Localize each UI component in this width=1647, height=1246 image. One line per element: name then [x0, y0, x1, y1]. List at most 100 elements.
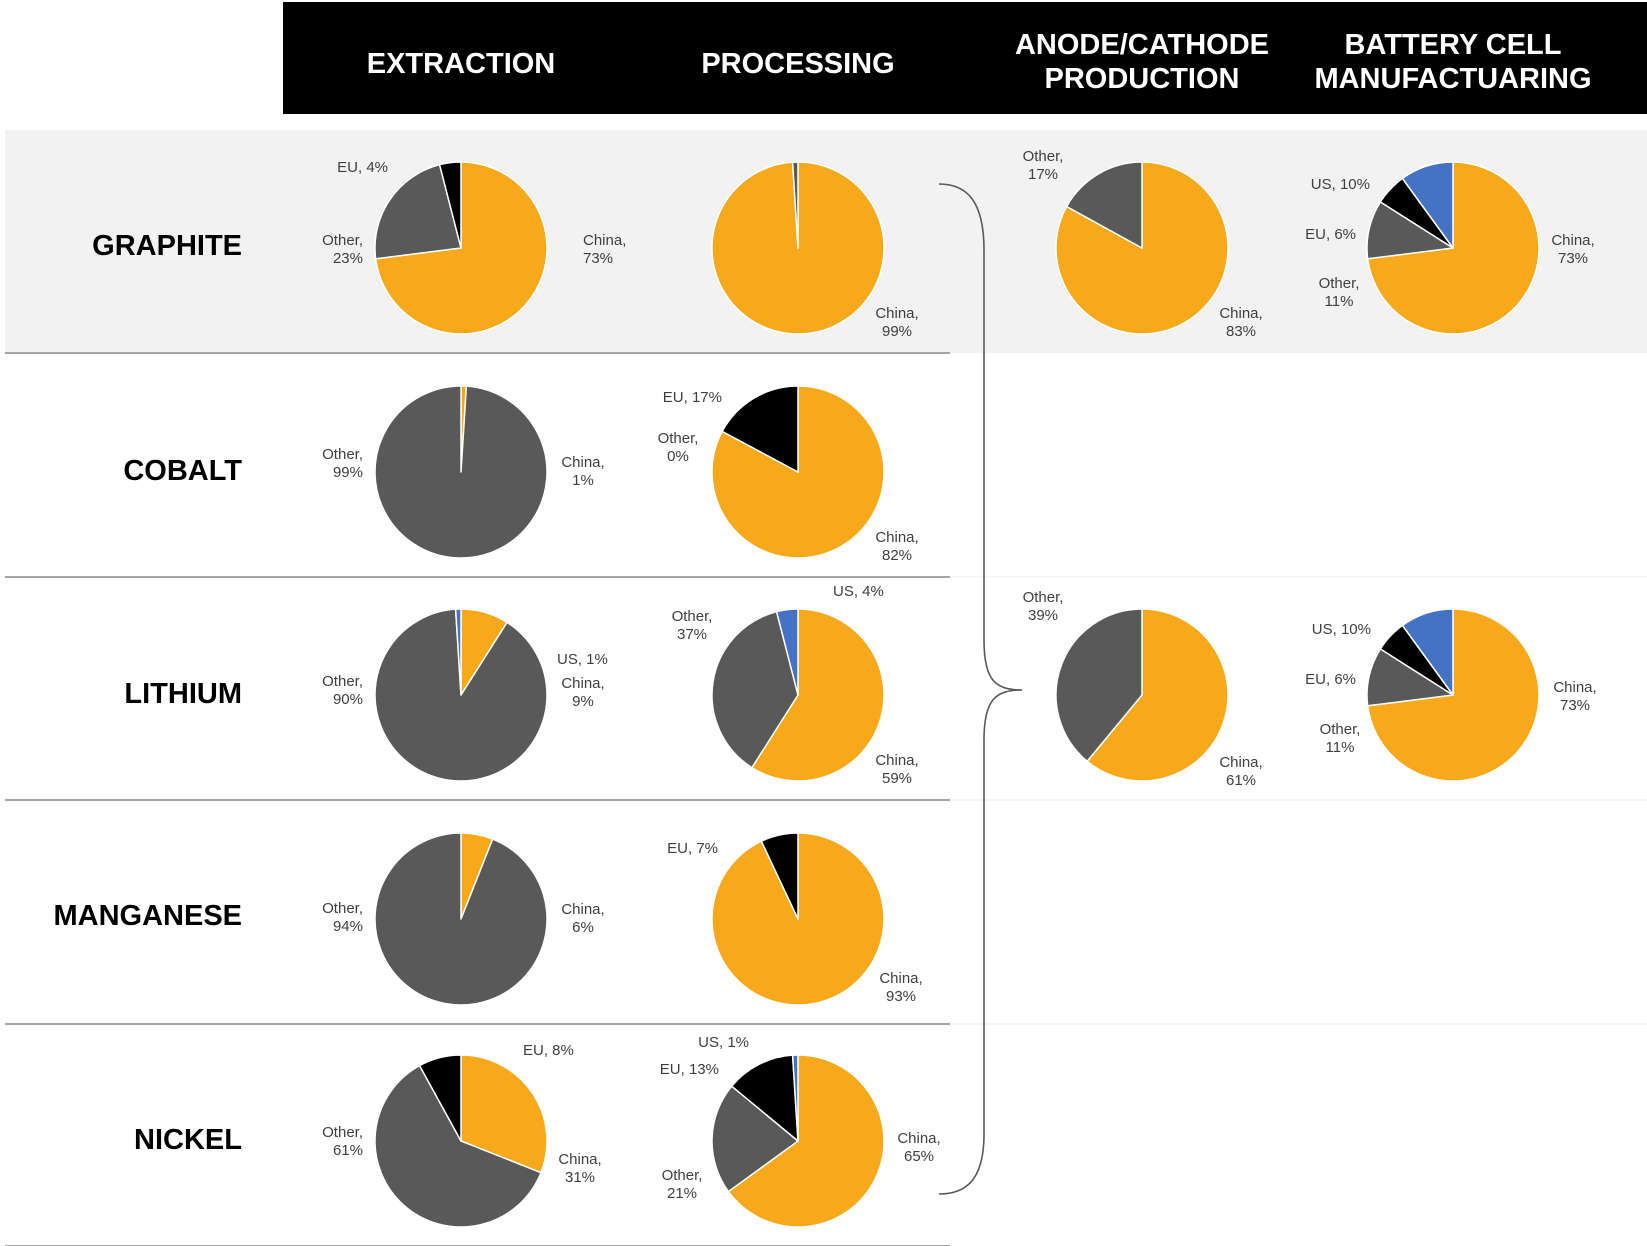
- lithium-processing-slice-china: [751, 608, 885, 782]
- header-processing: PROCESSING: [701, 48, 894, 80]
- slice-label-line1: China,: [1551, 232, 1594, 249]
- lithium-battery-label-other: Other, 11%: [1320, 721, 1361, 756]
- slice-label-line2: 39%: [1028, 607, 1058, 624]
- slice-label-line1: China,: [561, 675, 604, 692]
- graphite-extraction-slice-eu: [438, 161, 462, 249]
- row-label-graphite: GRAPHITE: [92, 230, 242, 262]
- graphite-battery-label-us: US, 10%: [1311, 176, 1370, 193]
- slice-label-line1: EU, 6%: [1305, 671, 1356, 688]
- header-anode-line2: PRODUCTION: [1045, 63, 1240, 95]
- slice-label-line1: Other,: [1319, 275, 1360, 292]
- slice-label-line1: Other,: [322, 673, 363, 690]
- slice-label-line1: Other,: [1023, 589, 1064, 606]
- slice-label-line1: Other,: [658, 430, 699, 447]
- manganese-extraction-label-china: China, 6%: [561, 901, 604, 936]
- lithium-anode-label-other: Other, 39%: [1023, 589, 1064, 624]
- header-anode-line1: ANODE/CATHODE: [1015, 29, 1269, 61]
- lithium-anode-pie: China, 61% Other, 39%: [1023, 589, 1263, 789]
- header-battery-line1: BATTERY CELL: [1345, 29, 1562, 61]
- graphite-battery-label-other: Other, 11%: [1319, 275, 1360, 310]
- graphite-anode-label-china: China, 83%: [1219, 305, 1262, 340]
- nickel-processing-label-other: Other, 21%: [662, 1167, 703, 1202]
- slice-label-line1: China,: [583, 232, 626, 249]
- slice-label-line2: 61%: [1226, 772, 1256, 789]
- pie-charts: China, 73%Other, 23%EU, 4%China, 99%China, 8…: [322, 148, 1597, 1228]
- slice-label-line1: US, 10%: [1312, 621, 1371, 638]
- graphite-processing-pie: China, 99%: [711, 161, 919, 340]
- slice-label-line1: Other,: [1023, 148, 1064, 165]
- header-extraction: EXTRACTION: [367, 48, 556, 80]
- slice-label-line2: 65%: [904, 1148, 934, 1165]
- slice-label-line1: EU, 17%: [663, 389, 722, 406]
- slice-label-line2: 82%: [882, 547, 912, 564]
- slice-label-line2: 37%: [677, 626, 707, 643]
- slice-label-line1: China,: [879, 970, 922, 987]
- manganese-processing-slice-china: [711, 832, 885, 1006]
- slice-label-line2: 94%: [333, 918, 363, 935]
- nickel-processing-label-us: US, 1%: [698, 1034, 749, 1051]
- slice-label-line2: 73%: [1558, 250, 1588, 267]
- header-battery-line2: MANUFACTUARING: [1314, 63, 1591, 95]
- cobalt-processing-label-eu: EU, 17%: [663, 389, 722, 406]
- graphite-extraction-label-other: Other, 23%: [322, 232, 363, 267]
- lithium-processing-slice-other: [711, 610, 799, 769]
- lithium-processing-label-china: China, 59%: [875, 752, 918, 787]
- header-bar: EXTRACTION PROCESSING ANODE/CATHODE PROD…: [283, 2, 1647, 114]
- manganese-extraction-slice-other: [374, 832, 548, 1006]
- nickel-processing-pie: China, 65% Other, 21% EU, 13% US, 1%: [660, 1034, 941, 1228]
- slice-label-line1: China,: [1219, 754, 1262, 771]
- cobalt-extraction-label-other: Other, 99%: [322, 446, 363, 481]
- nickel-processing-slice-china: [727, 1054, 885, 1228]
- row-label-manganese: MANGANESE: [53, 900, 242, 932]
- slice-label-line2: 73%: [1560, 697, 1590, 714]
- cobalt-extraction-label-china: China, 1%: [561, 454, 604, 489]
- slice-label-line2: 90%: [333, 691, 363, 708]
- manganese-processing-label-china: China, 93%: [879, 970, 922, 1005]
- slice-label-line2: 59%: [882, 770, 912, 787]
- slice-label-line1: China,: [875, 529, 918, 546]
- nickel-processing-label-eu: EU, 13%: [660, 1061, 719, 1078]
- lithium-extraction-label-china: China, 9%: [561, 675, 604, 710]
- slice-label-line1: US, 1%: [698, 1034, 749, 1051]
- slice-label-line2: 31%: [565, 1169, 595, 1186]
- row-label-lithium: LITHIUM: [124, 678, 242, 710]
- slice-label-line1: EU, 4%: [337, 159, 388, 176]
- manganese-processing-slice-eu: [760, 832, 799, 920]
- slice-label-line2: 83%: [1226, 323, 1256, 340]
- graphite-extraction-slice-other: [374, 163, 462, 260]
- slice-label-line1: China,: [561, 454, 604, 471]
- slice-label-line2: 9%: [572, 693, 594, 710]
- slice-label-line1: Other,: [662, 1167, 703, 1184]
- lithium-anode-label-china: China, 61%: [1219, 754, 1262, 789]
- graphite-anode-pie: China, 83% Other, 17%: [1023, 148, 1263, 340]
- slice-label-line1: China,: [1219, 305, 1262, 322]
- lithium-battery-label-us: US, 10%: [1312, 621, 1371, 638]
- nickel-processing-label-china: China, 65%: [897, 1130, 940, 1165]
- slice-label-line1: EU, 8%: [523, 1042, 574, 1059]
- slice-label-line1: China,: [1553, 679, 1596, 696]
- nickel-processing-slice-eu: [730, 1054, 799, 1142]
- slice-label-line1: US, 10%: [1311, 176, 1370, 193]
- manganese-processing-pie: China, 93% EU, 7%: [667, 832, 923, 1006]
- graphite-anode-slice-other: [1065, 161, 1143, 249]
- slice-label-line1: China,: [558, 1151, 601, 1168]
- processing-to-anode-brace: [938, 183, 1023, 1195]
- lithium-battery-label-eu: EU, 6%: [1305, 671, 1356, 688]
- cobalt-extraction-pie: China, 1% Other, 99%: [322, 385, 605, 559]
- cobalt-processing-slice-eu: [721, 385, 799, 473]
- slice-label-line2: 11%: [1325, 293, 1354, 310]
- lithium-extraction-label-us: US, 1%: [557, 651, 608, 668]
- slice-label-line2: 0%: [667, 448, 689, 465]
- slice-label-line2: 73%: [583, 250, 613, 267]
- graphite-processing-label-china: China, 99%: [875, 305, 918, 340]
- slice-label-line2: 99%: [882, 323, 912, 340]
- slice-label-line2: 1%: [572, 472, 594, 489]
- row-label-nickel: NICKEL: [134, 1124, 242, 1156]
- cobalt-processing-label-other: Other, 0%: [658, 430, 699, 465]
- nickel-processing-slice-us: [791, 1054, 799, 1142]
- graphite-battery-label-eu: EU, 6%: [1305, 226, 1356, 243]
- row-dividers: [5, 352, 1647, 1246]
- slice-label-line2: 61%: [333, 1142, 363, 1159]
- slice-label-line1: Other,: [322, 900, 363, 917]
